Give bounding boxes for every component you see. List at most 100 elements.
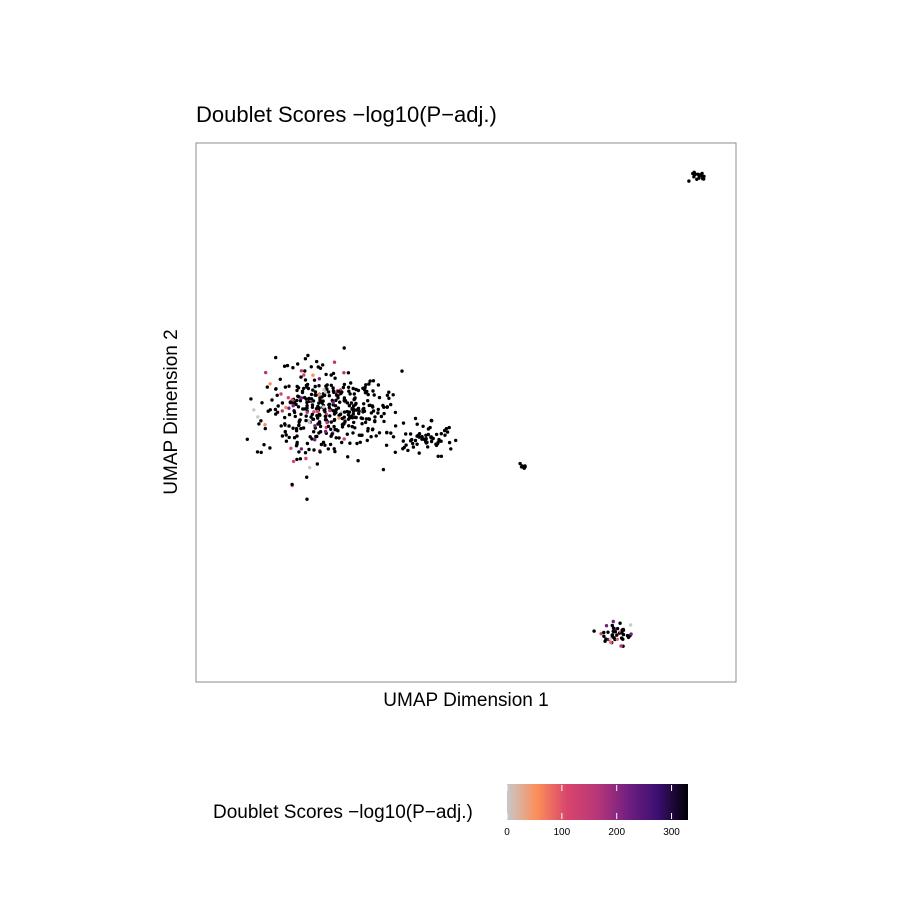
scatter-point xyxy=(352,392,356,396)
scatter-points xyxy=(245,170,706,648)
scatter-point xyxy=(336,406,341,410)
scatter-point xyxy=(259,419,263,423)
legend-tick-label: 200 xyxy=(608,827,625,838)
scatter-point xyxy=(324,372,328,377)
scatter-point xyxy=(695,177,699,181)
scatter-point xyxy=(621,627,625,632)
scatter-point xyxy=(313,390,318,394)
scatter-point xyxy=(360,422,364,426)
scatter-point xyxy=(602,630,606,635)
scatter-point xyxy=(321,440,326,444)
scatter-point xyxy=(373,419,377,423)
scatter-point xyxy=(357,409,361,413)
scatter-point xyxy=(299,396,304,400)
scatter-point xyxy=(312,448,316,452)
scatter-point xyxy=(411,441,415,446)
scatter-point xyxy=(298,457,303,461)
scatter-point xyxy=(308,465,312,470)
scatter-point xyxy=(369,435,373,439)
scatter-point xyxy=(618,621,622,625)
scatter-point xyxy=(360,433,364,437)
scatter-point xyxy=(278,377,282,381)
scatter-point xyxy=(289,446,293,450)
scatter-point xyxy=(326,447,330,451)
scatter-point xyxy=(295,457,299,462)
legend-tick-label: 100 xyxy=(554,827,571,838)
scatter-point xyxy=(393,424,398,428)
scatter-point xyxy=(347,416,352,420)
scatter-point xyxy=(400,369,404,373)
scatter-point xyxy=(255,450,260,454)
legend-tick-label: 0 xyxy=(504,827,510,838)
scatter-point xyxy=(328,408,332,413)
scatter-point xyxy=(310,405,315,409)
scatter-point xyxy=(306,353,310,358)
scatter-point xyxy=(318,424,323,429)
scatter-point xyxy=(442,428,447,433)
scatter-point xyxy=(329,420,333,424)
scatter-point xyxy=(615,626,620,631)
scatter-point xyxy=(420,437,424,441)
scatter-point xyxy=(329,427,333,431)
scatter-point xyxy=(280,401,285,405)
scatter-point xyxy=(331,400,335,405)
scatter-point xyxy=(609,640,613,645)
scatter-point xyxy=(299,412,303,416)
scatter-point xyxy=(346,413,351,417)
scatter-point xyxy=(604,624,609,628)
scatter-point xyxy=(338,412,343,416)
scatter-point xyxy=(424,433,428,437)
scatter-point xyxy=(698,173,703,177)
scatter-point xyxy=(608,637,613,641)
scatter-point xyxy=(328,442,333,447)
scatter-point xyxy=(303,357,308,361)
scatter-point xyxy=(391,393,395,397)
scatter-point xyxy=(263,426,267,431)
x-axis-label: UMAP Dimension 1 xyxy=(383,690,549,711)
scatter-point xyxy=(276,404,280,408)
scatter-point xyxy=(312,410,316,414)
scatter-point xyxy=(305,410,309,414)
scatter-point xyxy=(345,401,350,405)
scatter-point xyxy=(305,441,310,446)
scatter-point xyxy=(301,426,306,430)
scatter-point xyxy=(305,404,309,408)
scatter-point xyxy=(332,424,336,429)
scatter-point xyxy=(315,462,319,466)
scatter-point xyxy=(273,407,278,412)
scatter-point xyxy=(245,437,249,441)
scatter-point xyxy=(282,364,287,368)
scatter-point xyxy=(424,437,428,441)
scatter-point xyxy=(615,637,619,641)
scatter-point xyxy=(621,637,625,641)
scatter-point xyxy=(382,411,386,416)
scatter-point xyxy=(317,393,321,397)
y-axis-label: UMAP Dimension 2 xyxy=(161,329,182,495)
scatter-point xyxy=(287,384,291,388)
scatter-point xyxy=(299,447,304,451)
scatter-point xyxy=(611,619,615,624)
scatter-point xyxy=(310,403,315,407)
scatter-point xyxy=(315,409,320,414)
scatter-point xyxy=(287,412,292,417)
scatter-point xyxy=(299,375,303,379)
scatter-point xyxy=(420,434,424,439)
scatter-point xyxy=(443,433,447,437)
scatter-point xyxy=(305,406,309,410)
scatter-point xyxy=(333,404,338,408)
scatter-point xyxy=(275,393,279,397)
scatter-point xyxy=(332,360,337,364)
scatter-point xyxy=(371,379,376,383)
scatter-point xyxy=(295,440,299,445)
scatter-point xyxy=(303,451,308,455)
scatter-point xyxy=(296,405,301,409)
scatter-point xyxy=(310,412,314,417)
scatter-point xyxy=(620,631,624,635)
scatter-point xyxy=(280,434,285,438)
scatter-point xyxy=(337,416,341,420)
scatter-point xyxy=(364,383,368,387)
scatter-point xyxy=(387,396,391,400)
scatter-point xyxy=(331,409,336,413)
scatter-point xyxy=(283,429,287,434)
